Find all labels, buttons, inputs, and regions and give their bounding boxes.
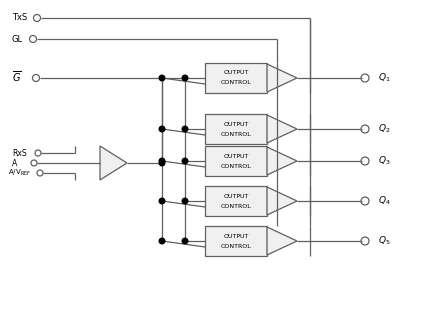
- Polygon shape: [100, 146, 127, 180]
- Circle shape: [159, 158, 165, 164]
- Text: CONTROL: CONTROL: [221, 164, 251, 168]
- Text: $Q_4$: $Q_4$: [378, 195, 391, 207]
- Text: OUTPUT: OUTPUT: [223, 71, 249, 76]
- Text: OUTPUT: OUTPUT: [223, 154, 249, 159]
- Polygon shape: [267, 64, 297, 92]
- Polygon shape: [267, 227, 297, 255]
- Bar: [205, 114, 267, 144]
- Circle shape: [182, 198, 188, 204]
- Text: RxS: RxS: [12, 149, 27, 158]
- Circle shape: [182, 126, 188, 132]
- Circle shape: [159, 238, 165, 244]
- Text: $Q_5$: $Q_5$: [378, 235, 391, 247]
- Polygon shape: [267, 147, 297, 175]
- Text: CONTROL: CONTROL: [221, 131, 251, 136]
- Text: A: A: [12, 159, 17, 168]
- Circle shape: [159, 160, 165, 166]
- Circle shape: [159, 75, 165, 81]
- Text: OUTPUT: OUTPUT: [223, 122, 249, 126]
- Text: $Q_2$: $Q_2$: [378, 123, 391, 135]
- Text: CONTROL: CONTROL: [221, 244, 251, 249]
- Circle shape: [159, 198, 165, 204]
- Bar: [205, 186, 267, 216]
- Text: TxS: TxS: [12, 13, 27, 23]
- Text: GL: GL: [12, 35, 23, 43]
- Bar: [205, 146, 267, 176]
- Text: CONTROL: CONTROL: [221, 81, 251, 85]
- Circle shape: [182, 75, 188, 81]
- Text: CONTROL: CONTROL: [221, 204, 251, 209]
- Polygon shape: [267, 187, 297, 215]
- Polygon shape: [267, 115, 297, 143]
- Text: A/V$_{\rm REF}$: A/V$_{\rm REF}$: [8, 168, 31, 178]
- Circle shape: [182, 238, 188, 244]
- Bar: [205, 226, 267, 256]
- Circle shape: [159, 126, 165, 132]
- Bar: [205, 63, 267, 93]
- Text: $\overline{G}$: $\overline{G}$: [12, 70, 22, 84]
- Circle shape: [182, 158, 188, 164]
- Text: $Q_1$: $Q_1$: [378, 72, 391, 84]
- Text: OUTPUT: OUTPUT: [223, 234, 249, 239]
- Text: OUTPUT: OUTPUT: [223, 194, 249, 199]
- Text: $Q_3$: $Q_3$: [378, 155, 391, 167]
